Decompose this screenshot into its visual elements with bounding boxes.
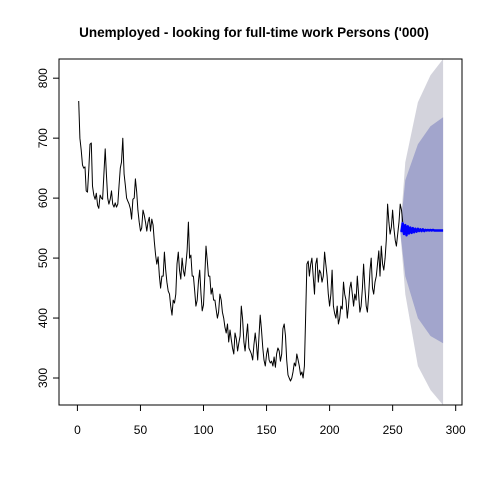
- y-tick-label: 700: [36, 128, 50, 148]
- x-tick-label: 50: [134, 423, 148, 437]
- x-tick-label: 100: [193, 423, 213, 437]
- x-tick-label: 300: [446, 423, 466, 437]
- series-group: [78, 100, 444, 382]
- y-tick-label: 300: [36, 368, 50, 388]
- y-tick-label: 400: [36, 308, 50, 328]
- y-tick-label: 800: [36, 68, 50, 88]
- x-tick-label: 200: [320, 423, 340, 437]
- y-axis: 300 400 500 600 700 800: [36, 68, 60, 388]
- x-axis: 0 50 100 150 200 250 300: [74, 404, 466, 437]
- x-tick-label: 250: [383, 423, 403, 437]
- y-tick-label: 500: [36, 248, 50, 268]
- observed-series-line: [78, 100, 404, 382]
- chart-title: Unemployed - looking for full-time work …: [79, 25, 429, 40]
- forecast-series-line: [400, 222, 444, 237]
- y-tick-label: 600: [36, 188, 50, 208]
- x-tick-label: 150: [257, 423, 277, 437]
- x-tick-label: 0: [74, 423, 81, 437]
